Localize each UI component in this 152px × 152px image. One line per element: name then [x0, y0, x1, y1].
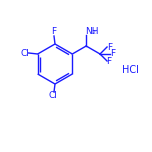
Text: F: F	[107, 43, 113, 52]
Text: Cl: Cl	[20, 48, 29, 57]
Text: F: F	[106, 57, 112, 67]
Text: HCl: HCl	[122, 65, 138, 75]
Text: F: F	[111, 50, 116, 59]
Text: 2: 2	[92, 29, 96, 35]
Text: F: F	[51, 28, 57, 36]
Text: NH: NH	[85, 26, 99, 36]
Text: Cl: Cl	[48, 92, 57, 100]
